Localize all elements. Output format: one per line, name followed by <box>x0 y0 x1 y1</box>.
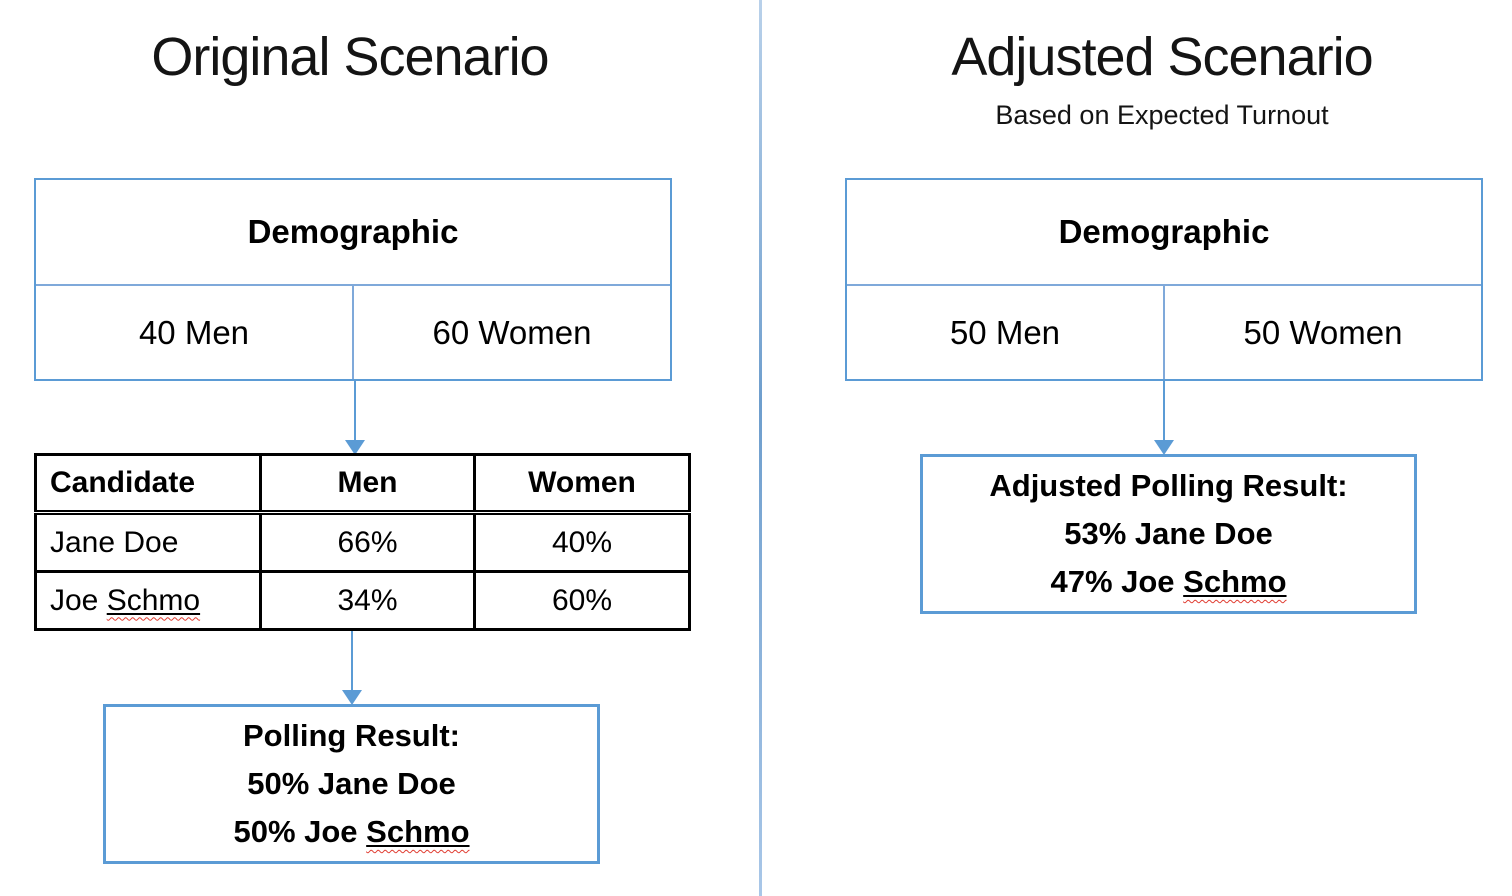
table-header-women: Women <box>473 453 691 515</box>
left-demographic-cell-women: 60 Women <box>352 286 670 379</box>
result-line: 50% Jane Doe <box>247 766 456 801</box>
candidate-name-text: Joe <box>50 583 107 617</box>
underlined-word: Schmo <box>366 814 469 849</box>
right-panel-title: Adjusted Scenario <box>951 27 1373 87</box>
table-header-men: Men <box>259 453 476 515</box>
right-panel-subtitle: Based on Expected Turnout <box>995 100 1329 130</box>
table-cell-candidate-name: Jane Doe <box>34 511 262 573</box>
spellcheck-underline: Schmo <box>106 583 201 617</box>
panel-divider-line <box>759 0 762 896</box>
table-header-candidate: Candidate <box>34 453 262 515</box>
left-demographic-cells: 40 Men 60 Women <box>36 286 670 379</box>
table-cell-women-pct: 60% <box>473 570 691 631</box>
arrow-stem <box>351 631 353 690</box>
arrow-stem <box>1163 381 1165 440</box>
arrow-down-icon <box>342 690 362 705</box>
arrow-stem <box>354 381 356 440</box>
polling-result-box: Polling Result: 50% Jane Doe 50% Joe Sch… <box>103 704 600 864</box>
spellcheck-underline: Schmo <box>366 814 470 849</box>
adjusted-polling-result-box: Adjusted Polling Result: 53% Jane Doe 47… <box>920 454 1417 614</box>
table-row: Jane Doe 66% 40% <box>34 511 691 573</box>
arrow-down-icon <box>1154 440 1174 455</box>
underlined-word: Schmo <box>107 584 200 617</box>
candidate-poll-table: Candidate Men Women Jane Doe 66% 40% Joe… <box>34 453 691 631</box>
spellcheck-underline: Schmo <box>1183 564 1287 599</box>
left-demographic-box: Demographic 40 Men 60 Women <box>34 178 672 381</box>
table-cell-women-pct: 40% <box>473 511 691 573</box>
table-cell-candidate-name: Joe Schmo <box>34 570 262 631</box>
table-row: Joe Schmo 34% 60% <box>34 570 691 631</box>
result-title: Polling Result: <box>243 718 460 753</box>
result-title: Adjusted Polling Result: <box>989 468 1348 503</box>
left-demographic-header: Demographic <box>36 180 670 286</box>
result-line-text: 50% Joe <box>233 814 367 849</box>
left-demographic-cell-men: 40 Men <box>138 313 250 351</box>
arrow-down-icon <box>345 440 365 455</box>
table-header-row: Candidate Men Women <box>34 453 691 515</box>
right-demographic-cell-women: 50 Women <box>1163 286 1481 379</box>
underlined-word: Schmo <box>1183 564 1286 599</box>
right-demographic-cell-men: 50 Men <box>949 313 1061 351</box>
result-line-text: 47% Joe <box>1050 564 1184 599</box>
result-line: 47% Joe Schmo <box>923 558 1414 606</box>
result-line: 53% Jane Doe <box>1064 516 1273 551</box>
result-line: 50% Joe Schmo <box>106 808 597 856</box>
table-cell-men-pct: 34% <box>259 570 476 631</box>
left-panel-title: Original Scenario <box>151 27 549 87</box>
right-demographic-cells: 50 Men 50 Women <box>847 286 1481 379</box>
candidate-name-text: Jane Doe <box>50 525 179 559</box>
table-cell-men-pct: 66% <box>259 511 476 573</box>
right-demographic-box: Demographic 50 Men 50 Women <box>845 178 1483 381</box>
right-demographic-header: Demographic <box>847 180 1481 286</box>
